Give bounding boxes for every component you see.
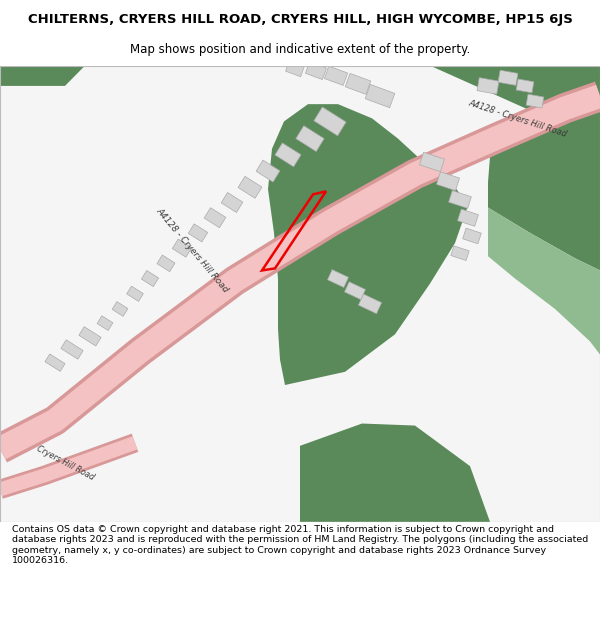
Bar	[325, 66, 347, 86]
Polygon shape	[300, 424, 490, 522]
Bar	[477, 78, 499, 94]
Polygon shape	[0, 66, 85, 86]
Text: Contains OS data © Crown copyright and database right 2021. This information is : Contains OS data © Crown copyright and d…	[12, 525, 588, 565]
Bar	[498, 70, 518, 86]
Bar	[314, 107, 346, 136]
Bar	[436, 172, 460, 191]
Polygon shape	[488, 121, 600, 271]
Bar	[526, 94, 544, 108]
Bar	[286, 61, 304, 77]
Polygon shape	[430, 66, 600, 142]
Bar	[45, 354, 65, 371]
Polygon shape	[268, 104, 468, 385]
Bar	[296, 126, 324, 151]
Bar	[345, 73, 371, 94]
Bar	[79, 327, 101, 346]
Bar	[61, 340, 83, 359]
Bar	[112, 302, 128, 316]
Text: A4128 - Cryers Hill Road: A4128 - Cryers Hill Road	[154, 206, 230, 294]
Text: Cryers Hill Road: Cryers Hill Road	[35, 444, 95, 482]
Bar	[458, 209, 478, 226]
Bar	[451, 246, 469, 261]
Bar	[305, 62, 326, 79]
Bar	[328, 269, 349, 288]
Text: A4128 - Cryers Hill Road: A4128 - Cryers Hill Road	[467, 98, 568, 139]
Bar	[449, 191, 472, 208]
Bar	[256, 160, 280, 182]
Bar	[365, 84, 395, 107]
Bar	[221, 192, 243, 213]
Bar	[419, 152, 445, 172]
Bar	[516, 79, 534, 92]
Bar	[463, 228, 481, 244]
Bar	[238, 176, 262, 198]
Bar	[204, 208, 226, 227]
Bar	[142, 271, 158, 287]
Bar	[172, 239, 191, 257]
Text: CHILTERNS, CRYERS HILL ROAD, CRYERS HILL, HIGH WYCOMBE, HP15 6JS: CHILTERNS, CRYERS HILL ROAD, CRYERS HILL…	[28, 13, 572, 26]
Bar	[157, 255, 175, 272]
Bar	[358, 294, 382, 314]
Bar	[97, 316, 113, 331]
Bar	[275, 143, 301, 167]
Bar	[344, 282, 365, 299]
Bar	[188, 224, 208, 242]
Polygon shape	[488, 208, 600, 354]
Text: Map shows position and indicative extent of the property.: Map shows position and indicative extent…	[130, 42, 470, 56]
Bar	[127, 286, 143, 301]
